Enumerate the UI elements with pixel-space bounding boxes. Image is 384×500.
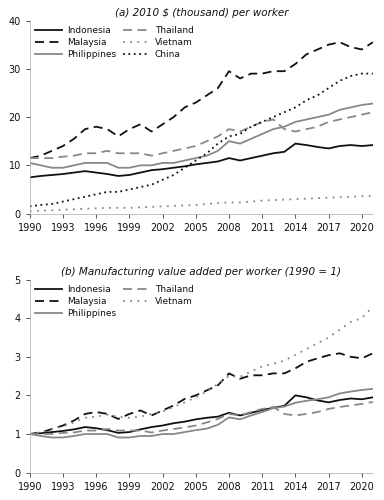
Title: (a) 2010 $ (thousand) per worker: (a) 2010 $ (thousand) per worker — [114, 8, 288, 18]
Legend: Indonesia, Malaysia, Philippines, Thailand, Vietnam, China: Indonesia, Malaysia, Philippines, Thaila… — [33, 24, 195, 61]
Title: (b) Manufacturing value added per worker (1990 = 1): (b) Manufacturing value added per worker… — [61, 268, 341, 278]
Legend: Indonesia, Malaysia, Philippines, Thailand, Vietnam: Indonesia, Malaysia, Philippines, Thaila… — [33, 283, 195, 320]
